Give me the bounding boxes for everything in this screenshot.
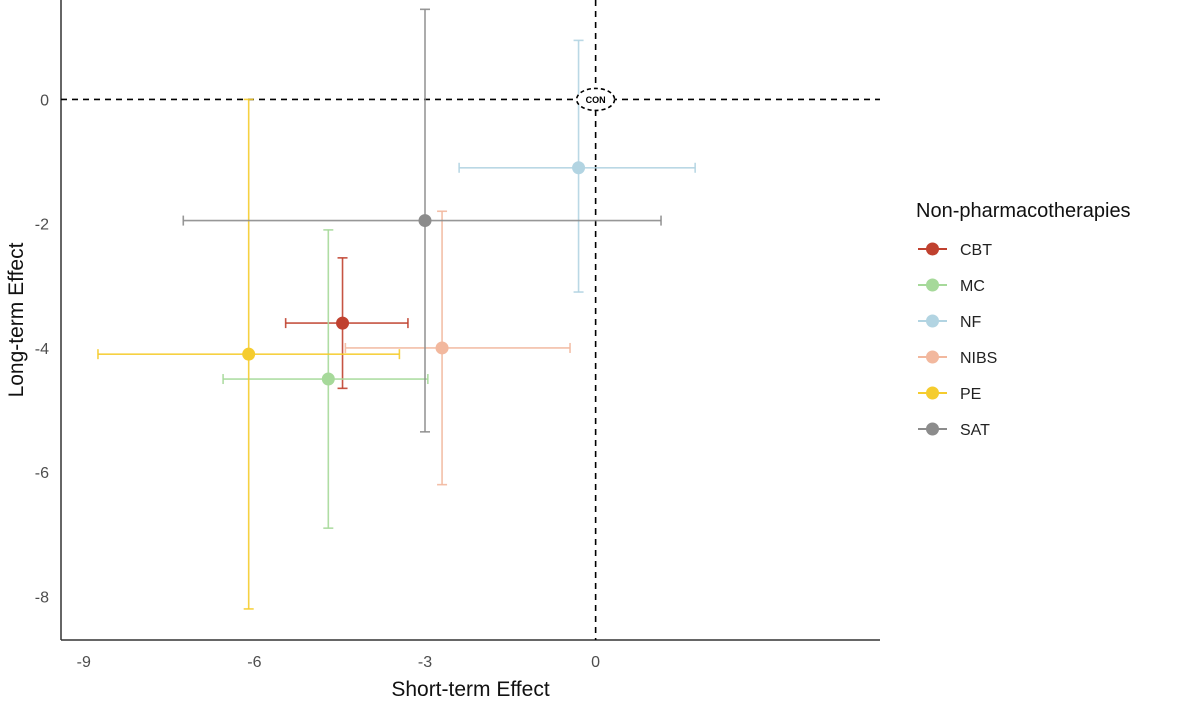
series-layer <box>97 8 696 610</box>
reference-point-marker <box>575 87 616 112</box>
legend-title: Non-pharmacotherapies <box>916 200 1131 222</box>
legend-key-point <box>926 242 939 256</box>
legend-item-nf: NF <box>918 314 982 331</box>
legend-label: MC <box>960 278 985 295</box>
x-tick-label: 0 <box>591 654 600 671</box>
legend-item-mc: MC <box>918 278 985 295</box>
y-axis-title: Long-term Effect <box>5 242 28 397</box>
series-nibs <box>344 210 571 486</box>
legend-item-sat: SAT <box>918 422 990 439</box>
data-point <box>321 372 335 386</box>
legend: Non-pharmacotherapies CBT MC NF NIBS PE SAT <box>916 200 1131 439</box>
data-point <box>572 161 586 175</box>
legend-label: CBT <box>960 242 992 259</box>
x-tick-label: -3 <box>418 654 432 671</box>
reference-point-label: CON <box>586 95 606 105</box>
y-tick-label: -8 <box>35 590 49 607</box>
data-point <box>418 214 432 228</box>
legend-key-point <box>926 422 939 436</box>
legend-label: NIBS <box>960 350 997 367</box>
y-tick-label: -4 <box>35 341 49 358</box>
legend-item-cbt: CBT <box>918 242 992 259</box>
x-tick-label: -6 <box>247 654 261 671</box>
legend-key-point <box>926 314 939 328</box>
legend-item-pe: PE <box>918 386 981 403</box>
legend-label: PE <box>960 386 981 403</box>
legend-label: NF <box>960 314 982 331</box>
y-tick-label: 0 <box>40 92 49 109</box>
x-tick-label: -9 <box>77 654 91 671</box>
y-tick-label: -6 <box>35 465 49 482</box>
legend-key-point <box>926 350 939 364</box>
legend-item-nibs: NIBS <box>918 350 997 367</box>
data-point <box>242 347 256 361</box>
data-point <box>435 341 449 355</box>
legend-key-point <box>926 386 939 400</box>
data-point <box>336 316 350 330</box>
y-tick-labels: 0 -2 -4 -6 -8 <box>35 92 49 606</box>
y-tick-label: -2 <box>35 217 49 234</box>
legend-key-point <box>926 278 939 292</box>
legend-items: CBT MC NF NIBS PE SAT <box>918 242 997 439</box>
legend-label: SAT <box>960 422 990 439</box>
series-nf <box>458 39 696 293</box>
series-mc <box>222 229 429 529</box>
x-tick-labels: -9 -6 -3 0 <box>77 654 601 671</box>
series-cbt <box>284 257 409 390</box>
series-pe <box>97 98 401 610</box>
x-axis-title: Short-term Effect <box>391 678 549 701</box>
series-sat <box>182 8 662 433</box>
reference-point-con: CON <box>575 87 616 112</box>
